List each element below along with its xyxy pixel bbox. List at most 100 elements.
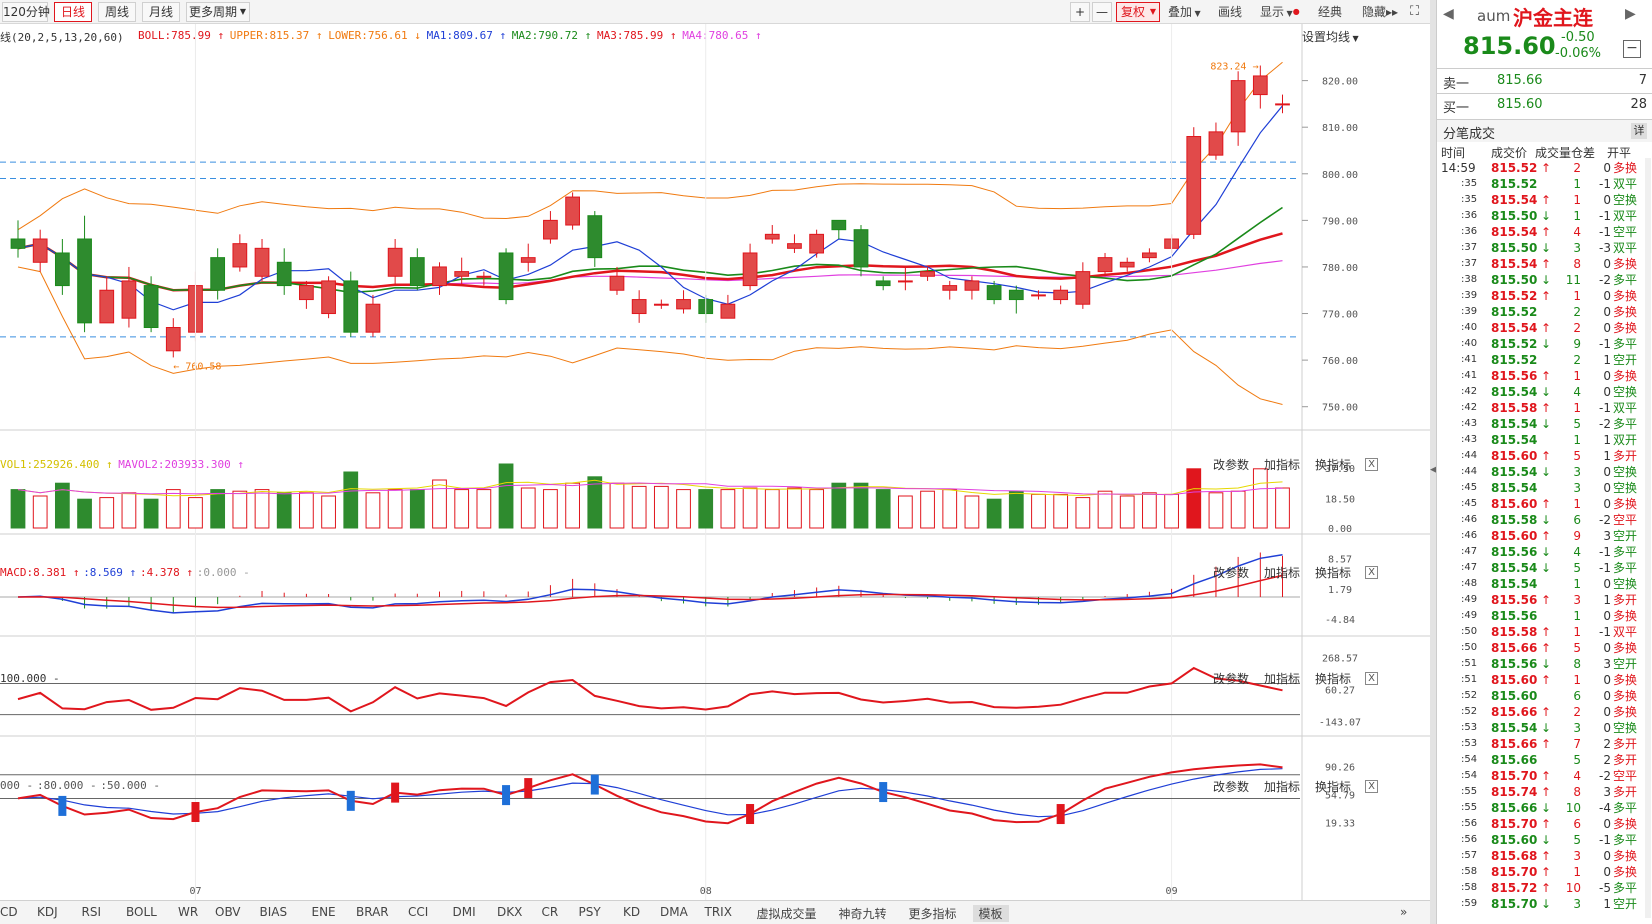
panel-switch-button[interactable]: 换指标 <box>1315 672 1352 686</box>
candle-body <box>653 303 669 306</box>
indicator-tab[interactable]: CCI <box>408 905 429 919</box>
panel-add-button[interactable]: 加指标 <box>1264 458 1301 472</box>
indicator-tab[interactable]: BOLL <box>126 905 157 919</box>
kd-legend-text: :80.000 <box>37 779 84 792</box>
indicator-tab[interactable]: 虚拟成交量 <box>756 907 817 921</box>
main-legend-text: 线(20,2,5,13,20,60) <box>0 31 124 44</box>
collapse-arrow-icon[interactable]: ◀ <box>1430 465 1437 475</box>
tick-row: :42 815.54 ↓ 4 0 空换 <box>1437 384 1652 400</box>
tab-monthly[interactable]: 月线 <box>142 2 180 22</box>
tick-row: :52 815.66 ↑ 2 0 多换 <box>1437 704 1652 720</box>
chart-canvas[interactable]: 820.00 810.00 800.00 790.00 780.00 770.00 760.… <box>0 24 1430 900</box>
volume-bar <box>299 492 314 529</box>
tick-volume: 4 <box>1573 385 1581 399</box>
tick-oi-diff: 0 <box>1603 689 1611 703</box>
panel-switch-button[interactable]: 换指标 <box>1315 458 1352 472</box>
candle-body <box>1097 257 1113 273</box>
tick-time: :56 <box>1461 818 1478 829</box>
panel-params-button[interactable]: 改参数 <box>1213 780 1250 794</box>
tab-daily[interactable]: 日线 <box>54 2 92 22</box>
indicator-tab[interactable]: BRAR <box>356 905 389 919</box>
indicator-tab[interactable]: DKX <box>497 905 523 919</box>
panel-params-button[interactable]: 改参数 <box>1213 566 1250 580</box>
indicator-tab[interactable]: TRIX <box>704 905 732 919</box>
tab-120min[interactable]: 120分钟 <box>2 2 50 22</box>
close-icon[interactable]: X <box>1365 566 1378 579</box>
indicator-tab[interactable]: CD <box>0 905 18 919</box>
kd-cross-marker <box>191 802 200 823</box>
tick-volume: 1 <box>1573 497 1581 511</box>
indicator-tab[interactable]: KD <box>623 905 641 919</box>
indicator-tab[interactable]: OBV <box>215 905 241 919</box>
tick-volume: 6 <box>1573 817 1581 831</box>
tick-time: :49 <box>1461 594 1478 605</box>
draw-button[interactable]: 画线 <box>1218 5 1243 19</box>
set-ma-button[interactable]: 设置均线 ▼ <box>1302 28 1359 45</box>
tick-direction-icon: ↑ <box>1541 625 1552 639</box>
panel-switch-button[interactable]: 换指标 <box>1315 780 1352 794</box>
prev-arrow-icon[interactable]: ◀ <box>1443 6 1454 22</box>
last-price: 815.60 <box>1463 32 1556 60</box>
tick-scrollbar[interactable] <box>1645 158 1651 918</box>
tick-direction-icon: ↑ <box>1541 769 1552 783</box>
indicator-tab[interactable]: WR <box>178 905 199 919</box>
indicator-tab[interactable]: ENE <box>311 905 336 919</box>
close-icon[interactable]: X <box>1365 672 1378 685</box>
tick-volume: 9 <box>1573 337 1581 351</box>
tick-type: 多换 <box>1613 609 1638 623</box>
tick-row: :47 815.54 ↓ 5 -1 多平 <box>1437 560 1652 576</box>
tick-price: 815.52 <box>1491 177 1538 191</box>
classic-button[interactable]: 经典 <box>1318 5 1343 19</box>
volume-bar <box>698 489 714 529</box>
minus-icon[interactable]: − <box>1623 40 1641 58</box>
tick-volume: 4 <box>1573 545 1581 559</box>
volume-bar <box>609 482 625 529</box>
panel-splitter[interactable]: ◀ <box>1430 0 1437 924</box>
panel-params-button[interactable]: 改参数 <box>1213 672 1250 686</box>
main-legend-text: MA2:790.72 <box>511 29 579 42</box>
candle-body <box>1252 75 1268 96</box>
next-arrow-icon[interactable]: ▶ <box>1625 6 1636 22</box>
close-icon[interactable]: X <box>1365 458 1378 471</box>
bid-row: 买一 815.60 28 <box>1437 94 1652 119</box>
volume-bar <box>631 485 647 529</box>
close-icon[interactable]: X <box>1365 780 1378 793</box>
indicator-tab[interactable]: 模板 <box>972 905 1009 922</box>
indicator-tab[interactable]: PSY <box>578 905 601 919</box>
indicator-tab[interactable]: DMI <box>452 905 476 919</box>
tab-weekly[interactable]: 周线 <box>98 2 136 22</box>
candle-body <box>897 280 913 283</box>
candle-body <box>742 252 758 287</box>
tick-direction-icon: ↑ <box>1541 849 1552 863</box>
indicator-tab[interactable]: CR <box>541 905 559 919</box>
panel-switch-button[interactable]: 换指标 <box>1315 566 1352 580</box>
tick-type: 空开 <box>1613 657 1638 671</box>
indicator-tab[interactable]: KDJ <box>37 905 58 919</box>
zoom-in-button[interactable]: + <box>1070 2 1090 22</box>
overlay-button[interactable]: 叠加 ▼ <box>1168 2 1201 22</box>
kd-cross-marker <box>502 785 511 806</box>
indicator-tab[interactable]: DMA <box>660 905 688 919</box>
scroll-right-icon[interactable]: » <box>1400 905 1408 919</box>
display-button[interactable]: 显示 ▼● <box>1260 2 1300 22</box>
panel-params-button[interactable]: 改参数 <box>1213 458 1250 472</box>
restore-rights-button[interactable]: 复权 ▼ <box>1116 2 1160 22</box>
candle-body <box>631 299 647 315</box>
zoom-out-button[interactable]: — <box>1092 2 1112 22</box>
indicator-tab[interactable]: RSI <box>81 905 102 919</box>
tick-volume: 5 <box>1573 641 1581 655</box>
indicator-tab[interactable]: 更多指标 <box>908 907 957 921</box>
panel-add-button[interactable]: 加指标 <box>1264 672 1301 686</box>
indicator-tab[interactable]: BIAS <box>259 905 288 919</box>
tab-more-periods[interactable]: 更多周期 ▼ <box>186 2 250 22</box>
tick-direction-icon: ↓ <box>1541 833 1552 847</box>
hide-button[interactable]: 隐藏▸▸ <box>1362 2 1398 22</box>
candle-body <box>720 303 736 319</box>
indicator-tab[interactable]: 神奇九转 <box>838 907 887 921</box>
panel-add-button[interactable]: 加指标 <box>1264 566 1301 580</box>
chevron-down-icon: ▼ <box>1149 7 1156 16</box>
fullscreen-icon[interactable]: ⛶ <box>1410 4 1420 19</box>
detail-button[interactable]: 详 <box>1631 123 1647 139</box>
tick-oi-diff: 0 <box>1603 865 1611 879</box>
panel-add-button[interactable]: 加指标 <box>1264 780 1301 794</box>
